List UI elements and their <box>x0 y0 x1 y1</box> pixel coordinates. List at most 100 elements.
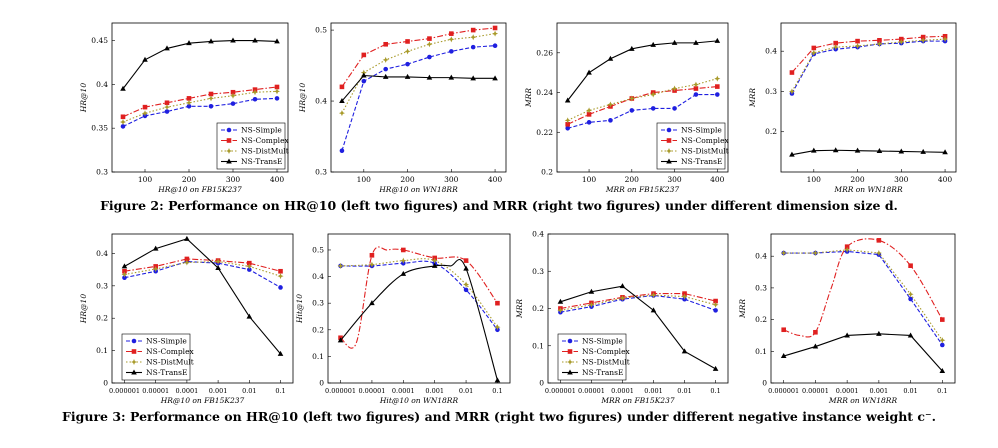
y-tick-label: 0.24 <box>536 88 553 97</box>
series-ns-distmult <box>338 30 499 117</box>
y-tick-label: 0.3 <box>532 267 544 276</box>
y-tick-label: 0.4 <box>96 80 108 89</box>
x-axis-label: HR@10 on WN18RR <box>378 185 458 194</box>
point-ns-distmult-0 <box>120 119 126 126</box>
series-ns-distmult <box>788 36 949 95</box>
point-ns-simple-0 <box>565 125 570 131</box>
x-tick-label: 0.1 <box>492 387 502 395</box>
chart-8: 0.000001 0.00001 0.0001 0.001 0.01 0.1 0 0.1 0.2… <box>738 233 956 405</box>
point-ns-complex-3 <box>855 38 860 44</box>
series-ns-simple <box>781 249 945 348</box>
point-ns-complex-6 <box>463 258 469 263</box>
point-ns-transe-1 <box>812 343 819 349</box>
series-ns-transe <box>121 235 284 356</box>
point-ns-complex-5 <box>230 89 236 95</box>
y-tick-label: 0.3 <box>755 283 767 292</box>
point-ns-simple-0 <box>339 148 345 154</box>
point-ns-transe-2 <box>400 270 407 276</box>
series-ns-transe <box>557 283 719 371</box>
point-ns-transe-2 <box>619 283 626 289</box>
legend-label: NS-Complex <box>146 347 195 356</box>
point-ns-distmult-3 <box>650 292 657 299</box>
point-ns-complex-0 <box>789 70 795 75</box>
point-ns-complex-1 <box>811 45 817 51</box>
point-ns-complex-2 <box>164 100 170 106</box>
y-tick-label: 0.1 <box>755 347 767 356</box>
point-ns-transe-1 <box>152 245 159 251</box>
point-ns-transe-5 <box>277 350 284 356</box>
point-ns-simple-5 <box>230 101 236 106</box>
point-ns-complex-4 <box>247 260 252 266</box>
point-ns-distmult-2 <box>382 56 389 63</box>
point-ns-distmult-7 <box>714 75 721 82</box>
figure-3-caption: Figure 3: Performance on HR@10 (left two… <box>62 409 936 424</box>
point-ns-distmult-1 <box>368 261 375 268</box>
point-ns-distmult-1 <box>586 107 593 114</box>
point-ns-transe-5 <box>712 365 719 371</box>
point-ns-simple-5 <box>278 285 283 290</box>
x-tick-label: 0.001 <box>209 387 228 395</box>
x-tick-label: 0.001 <box>425 387 444 395</box>
point-ns-distmult-3 <box>215 258 222 265</box>
point-ns-distmult-0 <box>788 88 795 95</box>
point-ns-transe-legend <box>226 158 232 164</box>
point-ns-distmult-4 <box>907 291 914 298</box>
point-ns-transe-4 <box>650 41 656 47</box>
point-ns-simple-2 <box>608 118 613 123</box>
point-ns-simple-5 <box>940 342 945 348</box>
point-ns-simple-3 <box>186 103 192 109</box>
point-ns-transe-0 <box>120 85 126 91</box>
y-tick-label: 0.26 <box>536 48 553 57</box>
chart-3: 100 200 300 400 0.2 0.22 0.24 0.26 MRR on FB15K2… <box>524 22 730 194</box>
point-ns-complex-0 <box>339 84 345 90</box>
point-ns-transe-2 <box>164 45 170 51</box>
point-ns-distmult-2 <box>607 101 614 108</box>
series-ns-distmult <box>564 75 721 124</box>
point-ns-simple-6 <box>470 44 476 50</box>
point-ns-transe-6 <box>252 37 258 43</box>
series-ns-transe <box>339 72 498 104</box>
series-line <box>783 249 943 341</box>
point-ns-complex-1 <box>361 52 367 58</box>
x-tick-label: 0.0001 <box>611 387 634 395</box>
point-ns-transe-1 <box>811 147 817 153</box>
point-ns-transe-5 <box>448 74 455 80</box>
point-ns-distmult-0 <box>564 117 571 124</box>
series-line <box>791 40 946 94</box>
x-tick-label: 0.000001 <box>768 387 799 395</box>
y-axis-label: MRR <box>515 299 524 319</box>
series-line <box>341 74 496 102</box>
point-ns-simple-1 <box>361 78 367 84</box>
y-tick-label: 0.3 <box>96 281 108 290</box>
chart-2: 100 200 300 400 0.3 0.4 0.5 HR@10 on WN18RR HR@1… <box>298 22 507 194</box>
point-ns-transe-4 <box>681 348 688 354</box>
point-ns-simple-1 <box>586 120 592 125</box>
point-ns-complex-2 <box>369 252 375 258</box>
series-ns-simple <box>338 260 500 333</box>
y-tick-label: 0 <box>103 379 108 388</box>
point-ns-transe-2 <box>607 55 614 61</box>
point-ns-distmult-1 <box>810 49 817 56</box>
y-tick-label: 0.4 <box>755 252 767 261</box>
series-ns-simple <box>339 43 498 154</box>
series-line <box>567 40 718 101</box>
y-axis-label: HR@10 <box>79 294 88 324</box>
legend-label: NS-Simple <box>241 126 282 135</box>
plot-frame <box>111 22 289 173</box>
series-line <box>124 258 281 272</box>
series-line <box>341 33 496 114</box>
point-ns-simple-4 <box>427 54 432 60</box>
point-ns-simple-5 <box>713 308 718 313</box>
point-ns-distmult-4 <box>426 41 433 48</box>
point-ns-transe-5 <box>230 37 236 43</box>
point-ns-simple-4 <box>908 296 913 302</box>
point-ns-simple-7 <box>715 92 720 97</box>
point-ns-distmult-5 <box>671 85 678 92</box>
y-tick-label: 0.3 <box>315 168 327 177</box>
point-ns-transe-7 <box>274 38 280 44</box>
y-tick-label: 0 <box>319 379 324 388</box>
point-ns-transe-0 <box>564 97 571 103</box>
